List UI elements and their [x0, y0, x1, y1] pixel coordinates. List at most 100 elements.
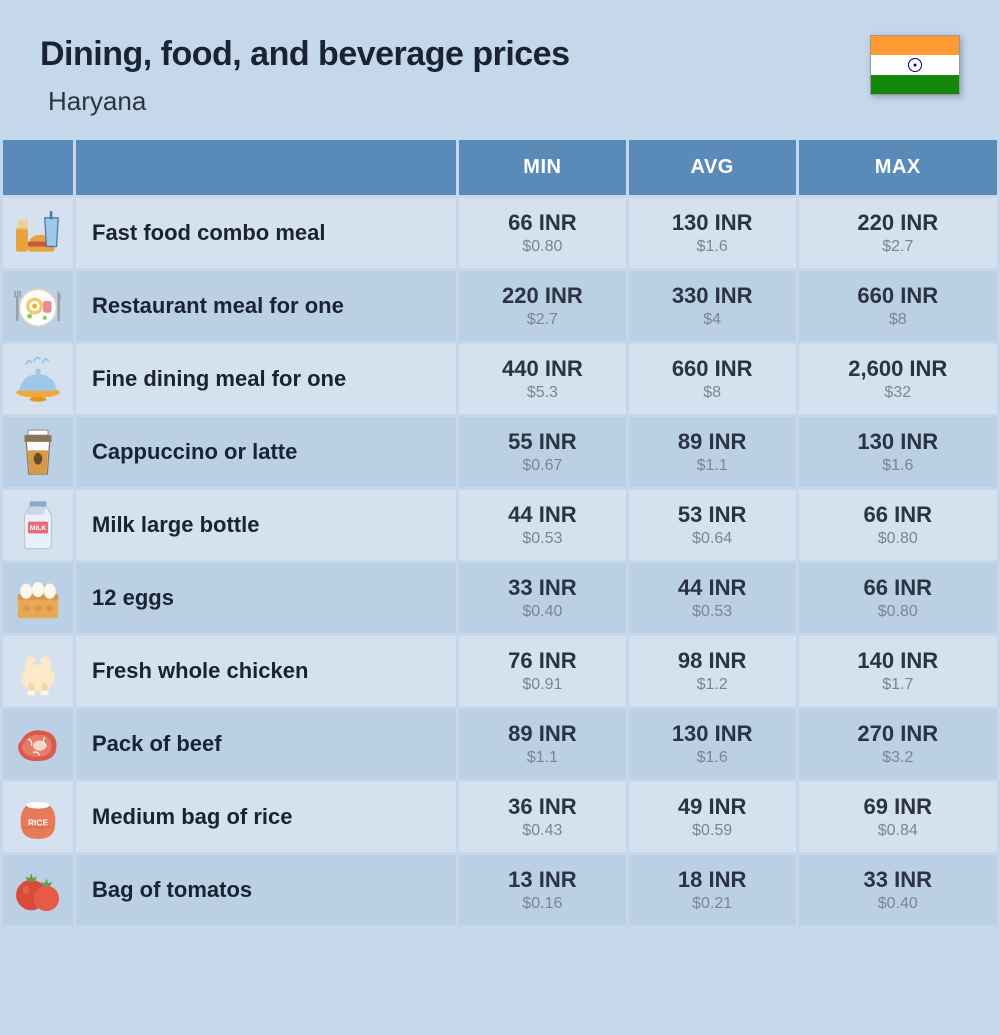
- price-usd: $0.53: [467, 530, 618, 548]
- row-label: 12 eggs: [76, 563, 456, 633]
- row-icon-cell: [3, 855, 73, 925]
- price-inr: 76 INR: [467, 648, 618, 674]
- row-avg: 98 INR $1.2: [629, 636, 796, 706]
- price-usd: $2.7: [807, 238, 989, 256]
- price-usd: $0.43: [467, 822, 618, 840]
- price-usd: $8: [637, 384, 788, 402]
- price-inr: 130 INR: [637, 721, 788, 747]
- page-title: Dining, food, and beverage prices: [40, 35, 570, 74]
- price-usd: $0.84: [807, 822, 989, 840]
- price-usd: $1.1: [637, 457, 788, 475]
- coffee-icon: [11, 425, 65, 479]
- row-icon-cell: [3, 709, 73, 779]
- price-usd: $1.2: [637, 676, 788, 694]
- row-avg: 18 INR $0.21: [629, 855, 796, 925]
- row-icon-cell: [3, 636, 73, 706]
- price-usd: $0.59: [637, 822, 788, 840]
- row-max: 130 INR $1.6: [799, 417, 997, 487]
- row-max: 69 INR $0.84: [799, 782, 997, 852]
- price-inr: 49 INR: [637, 794, 788, 820]
- table-row: Medium bag of rice 36 INR $0.43 49 INR $…: [3, 782, 997, 852]
- price-usd: $2.7: [467, 311, 618, 329]
- price-inr: 660 INR: [637, 356, 788, 382]
- price-usd: $4: [637, 311, 788, 329]
- price-usd: $0.67: [467, 457, 618, 475]
- price-usd: $0.91: [467, 676, 618, 694]
- price-inr: 66 INR: [807, 502, 989, 528]
- milk-icon: [11, 498, 65, 552]
- row-icon-cell: [3, 344, 73, 414]
- chicken-icon: [11, 644, 65, 698]
- row-min: 76 INR $0.91: [459, 636, 626, 706]
- rice-icon: [11, 790, 65, 844]
- price-inr: 2,600 INR: [807, 356, 989, 382]
- price-inr: 440 INR: [467, 356, 618, 382]
- row-icon-cell: [3, 417, 73, 487]
- row-max: 33 INR $0.40: [799, 855, 997, 925]
- row-avg: 89 INR $1.1: [629, 417, 796, 487]
- price-usd: $0.40: [467, 603, 618, 621]
- price-inr: 660 INR: [807, 283, 989, 309]
- row-min: 55 INR $0.67: [459, 417, 626, 487]
- price-usd: $0.21: [637, 895, 788, 913]
- price-usd: $8: [807, 311, 989, 329]
- table-header-row: MIN AVG MAX: [3, 140, 997, 195]
- price-inr: 66 INR: [807, 575, 989, 601]
- row-max: 270 INR $3.2: [799, 709, 997, 779]
- price-usd: $0.80: [807, 603, 989, 621]
- price-inr: 98 INR: [637, 648, 788, 674]
- price-inr: 89 INR: [467, 721, 618, 747]
- price-inr: 330 INR: [637, 283, 788, 309]
- row-label: Restaurant meal for one: [76, 271, 456, 341]
- row-avg: 130 INR $1.6: [629, 198, 796, 268]
- row-max: 140 INR $1.7: [799, 636, 997, 706]
- table-row: Fast food combo meal 66 INR $0.80 130 IN…: [3, 198, 997, 268]
- table-row: Cappuccino or latte 55 INR $0.67 89 INR …: [3, 417, 997, 487]
- tomato-icon: [11, 863, 65, 917]
- price-inr: 220 INR: [467, 283, 618, 309]
- row-avg: 660 INR $8: [629, 344, 796, 414]
- price-inr: 36 INR: [467, 794, 618, 820]
- row-avg: 44 INR $0.53: [629, 563, 796, 633]
- price-inr: 44 INR: [467, 502, 618, 528]
- price-inr: 69 INR: [807, 794, 989, 820]
- row-icon-cell: [3, 563, 73, 633]
- row-icon-cell: [3, 782, 73, 852]
- price-usd: $0.16: [467, 895, 618, 913]
- header-avg: AVG: [629, 140, 796, 195]
- table-row: Bag of tomatos 13 INR $0.16 18 INR $0.21…: [3, 855, 997, 925]
- price-inr: 55 INR: [467, 429, 618, 455]
- header-text: Dining, food, and beverage prices Haryan…: [40, 35, 570, 117]
- row-max: 2,600 INR $32: [799, 344, 997, 414]
- price-usd: $1.6: [637, 749, 788, 767]
- price-inr: 33 INR: [467, 575, 618, 601]
- price-usd: $3.2: [807, 749, 989, 767]
- row-max: 66 INR $0.80: [799, 563, 997, 633]
- row-label: Fast food combo meal: [76, 198, 456, 268]
- india-flag-icon: [870, 35, 960, 95]
- price-inr: 66 INR: [467, 210, 618, 236]
- table-row: Fine dining meal for one 440 INR $5.3 66…: [3, 344, 997, 414]
- price-inr: 130 INR: [637, 210, 788, 236]
- row-label: Medium bag of rice: [76, 782, 456, 852]
- price-usd: $1.6: [637, 238, 788, 256]
- row-min: 36 INR $0.43: [459, 782, 626, 852]
- finedining-icon: [11, 352, 65, 406]
- price-usd: $32: [807, 384, 989, 402]
- row-icon-cell: [3, 271, 73, 341]
- price-inr: 18 INR: [637, 867, 788, 893]
- price-usd: $1.1: [467, 749, 618, 767]
- table-row: Restaurant meal for one 220 INR $2.7 330…: [3, 271, 997, 341]
- fastfood-icon: [11, 206, 65, 260]
- row-avg: 49 INR $0.59: [629, 782, 796, 852]
- row-label: Fresh whole chicken: [76, 636, 456, 706]
- eggs-icon: [11, 571, 65, 625]
- header-min: MIN: [459, 140, 626, 195]
- price-usd: $0.64: [637, 530, 788, 548]
- price-inr: 140 INR: [807, 648, 989, 674]
- price-inr: 220 INR: [807, 210, 989, 236]
- price-inr: 13 INR: [467, 867, 618, 893]
- header-label-col: [76, 140, 456, 195]
- row-min: 33 INR $0.40: [459, 563, 626, 633]
- row-label: Bag of tomatos: [76, 855, 456, 925]
